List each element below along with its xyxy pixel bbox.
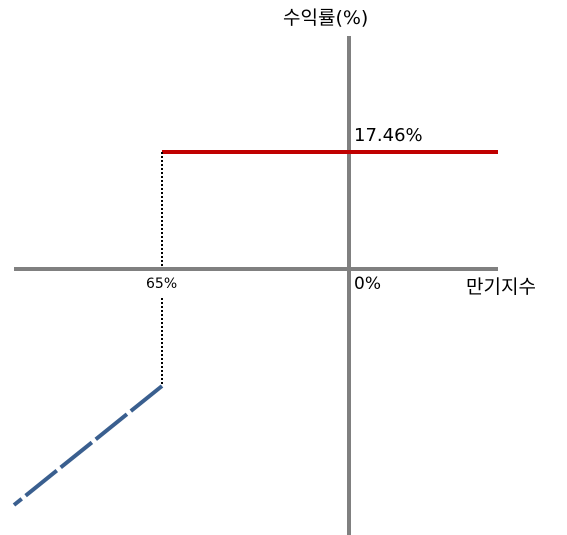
origin-label: 0% [354,274,381,294]
y-axis-title: 수익률(%) [283,7,369,29]
loss-line [12,384,164,507]
x-axis-title: 만기지수 [466,276,536,298]
payoff-level-label: 17.46% [354,125,423,146]
barrier-label: 65% [146,276,178,292]
